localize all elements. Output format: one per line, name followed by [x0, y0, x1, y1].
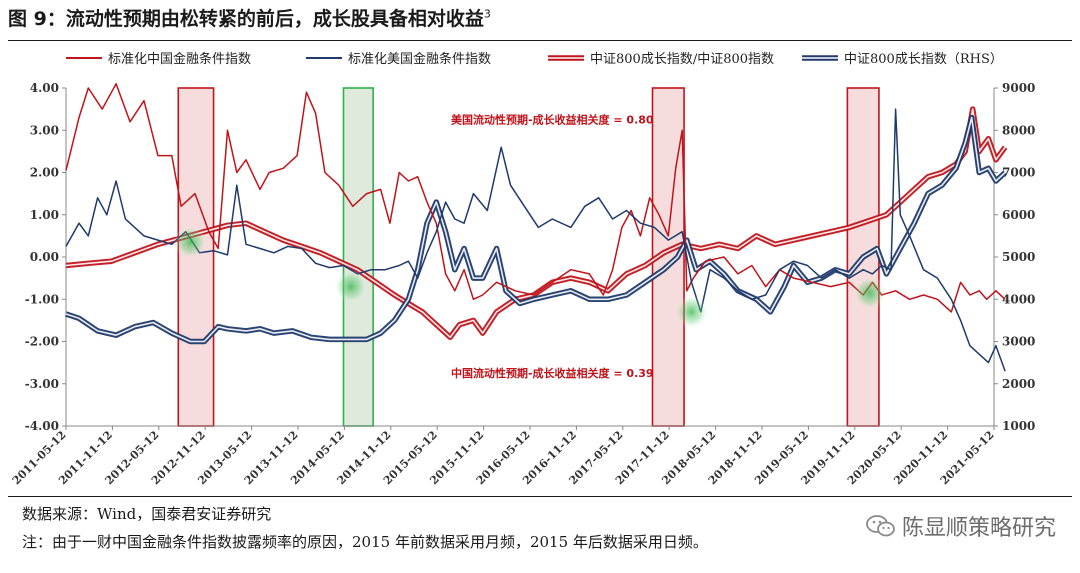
- legend-label-3: 中证800成长指数/中证800指数: [590, 52, 774, 67]
- highlight-point-3: [674, 294, 709, 329]
- figure-title-text: 图 9：流动性预期由松转紧的前后，成长股具备相对收益: [8, 8, 484, 30]
- legend-label-2: 标准化美国金融条件指数: [348, 51, 491, 67]
- y-left-tick-label: -1.00: [25, 292, 59, 306]
- y-left-tick-label: 2.00: [30, 166, 59, 180]
- footnote: 注：由于一财中国金融条件指数披露频率的原因，2015 年前数据采用月频，2015…: [22, 533, 708, 551]
- y-right-tick-label: 1000: [1002, 419, 1035, 433]
- highlight-point-4: [852, 275, 887, 310]
- watermark: 陈显顺策略研究: [866, 510, 1056, 544]
- annotation-1: 美国流动性预期-成长收益相关度 = 0.80: [451, 113, 654, 127]
- y-left-tick-label: -4.00: [25, 419, 59, 433]
- y-right-tick-label: 3000: [1002, 335, 1035, 349]
- highlight-points: [173, 225, 887, 329]
- footer-rule: [8, 496, 1072, 497]
- chart-legend: 标准化中国金融条件指数 标准化美国金融条件指数 中证800成长指数/中证800指数 中…: [66, 51, 1003, 67]
- wechat-icon: [866, 514, 896, 544]
- chart-svg: 标准化中国金融条件指数 标准化美国金融条件指数 中证800成长指数/中证800指数中…: [10, 51, 1036, 487]
- y-right-tick-label: 5000: [1002, 250, 1035, 264]
- legend-label-1: 标准化中国金融条件指数: [108, 51, 251, 67]
- highlight-point-2: [333, 269, 368, 304]
- figure-title-footnote-mark: 3: [483, 7, 491, 21]
- y-right-tick-label: 8000: [1002, 123, 1035, 137]
- highlight-point-1: [173, 225, 208, 260]
- shaded-region-2: [342, 87, 374, 427]
- y-left-tick-label: 0.00: [30, 250, 59, 264]
- chart-annotations: 美国流动性预期-成长收益相关度 = 0.80 中国流动性预期-成长收益相关度 = …: [451, 113, 654, 381]
- annotation-2: 中国流动性预期-成长收益相关度 = 0.39: [451, 366, 654, 380]
- y-left-tick-label: 1.00: [30, 208, 59, 222]
- title-rule: [8, 40, 1072, 41]
- legend-label-4: 中证800成长指数（RHS）: [844, 52, 1003, 67]
- y-right-tick-label: 7000: [1002, 166, 1035, 180]
- y-right-tick-label: 9000: [1002, 81, 1035, 95]
- series-line-2: [65, 108, 1006, 372]
- shaded-regions: [177, 87, 880, 427]
- y-left-tick-label: -2.00: [25, 335, 59, 349]
- source-note: 数据来源：Wind，国泰君安证券研究: [22, 505, 272, 523]
- y-left-tick-label: 3.00: [30, 123, 59, 137]
- watermark-text: 陈显顺策略研究: [901, 516, 1056, 541]
- figure-title: 图 9：流动性预期由松转紧的前后，成长股具备相对收益3: [8, 4, 491, 31]
- series-line-3-inner: [65, 108, 1006, 339]
- y-right-tick-label: 2000: [1002, 377, 1035, 391]
- y-left-tick-label: -3.00: [25, 377, 59, 391]
- y-right-tick-label: 4000: [1002, 292, 1035, 306]
- y-left-tick-label: 4.00: [30, 81, 59, 95]
- y-right-tick-label: 6000: [1002, 208, 1035, 222]
